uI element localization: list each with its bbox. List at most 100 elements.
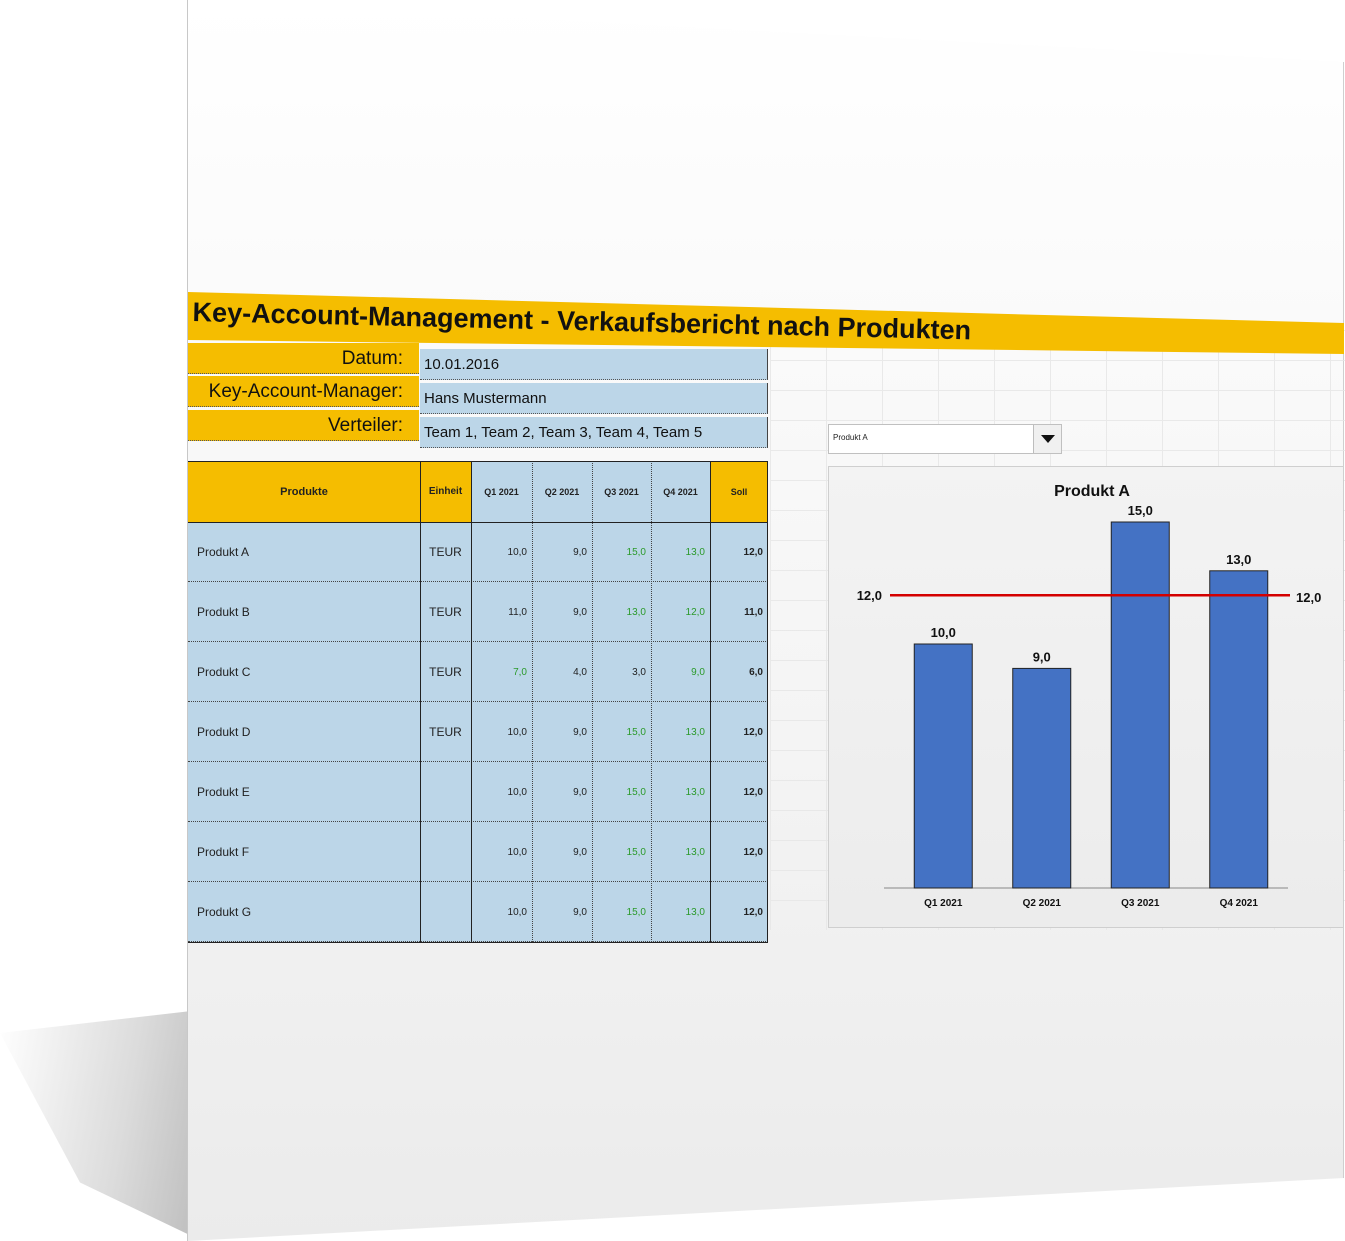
- table-cell-q2[interactable]: 9,0: [532, 582, 592, 642]
- table-cell-q3[interactable]: 13,0: [592, 582, 651, 642]
- table-cell-q1[interactable]: 10,0: [471, 702, 532, 762]
- product-name: Produkt C: [188, 642, 420, 702]
- chart-title: Produkt A: [1054, 483, 1130, 500]
- column-divider: [420, 461, 421, 942]
- table-cell-q3[interactable]: 15,0: [592, 522, 651, 582]
- manager-label: Key-Account-Manager:: [188, 376, 419, 407]
- chevron-down-icon: [1040, 435, 1055, 443]
- table-cell-q4[interactable]: 13,0: [651, 702, 710, 762]
- x-tick-label: Q1 2021: [924, 898, 963, 909]
- page-shadow: [0, 1010, 200, 1240]
- verteiler-label: Verteiler:: [188, 410, 419, 441]
- column-header-unit: Einheit: [420, 461, 471, 522]
- x-tick-label: Q3 2021: [1121, 898, 1160, 909]
- table-cell-q4[interactable]: 13,0: [651, 762, 710, 822]
- table-cell-q4[interactable]: 13,0: [651, 882, 710, 942]
- product-name: Produkt A: [188, 522, 420, 582]
- column-divider: [710, 461, 711, 942]
- bar-4: [1209, 570, 1269, 889]
- table-cell-soll[interactable]: 12,0: [710, 822, 768, 882]
- row-divider: [188, 941, 768, 942]
- row-divider: [188, 881, 768, 882]
- product-select-value: Produkt A: [833, 433, 868, 442]
- table-cell-soll[interactable]: 12,0: [710, 882, 768, 942]
- table-cell-soll[interactable]: 11,0: [710, 582, 768, 642]
- table-cell-q4[interactable]: 9,0: [651, 642, 710, 702]
- product-select[interactable]: Produkt A: [828, 424, 1062, 454]
- page-edge-left: [187, 0, 188, 1241]
- column-header-q2: Q2 2021: [532, 461, 592, 522]
- table-cell-q1[interactable]: 10,0: [471, 822, 532, 882]
- sales-chart: Produkt A 10,0 Q1 2021 9,0 Q2 2021 15,0 Q3 202…: [857, 483, 1322, 909]
- bar-value-label: 15,0: [1128, 503, 1153, 518]
- table-cell-q4[interactable]: 12,0: [651, 582, 710, 642]
- table-cell-q4[interactable]: 13,0: [651, 522, 710, 582]
- column-divider: [592, 461, 593, 942]
- table-cell-unit: TEUR: [420, 702, 471, 762]
- dropdown-button[interactable]: [1033, 425, 1061, 453]
- column-header-q1: Q1 2021: [471, 461, 532, 522]
- row-divider: [188, 581, 768, 582]
- column-header-q3: Q3 2021: [592, 461, 651, 522]
- column-divider: [471, 461, 472, 942]
- table-cell-q2[interactable]: 9,0: [532, 762, 592, 822]
- bar-3: [1110, 521, 1170, 889]
- table-cell-unit: TEUR: [420, 582, 471, 642]
- table-cell-q2[interactable]: 9,0: [532, 522, 592, 582]
- table-cell-q3[interactable]: 15,0: [592, 822, 651, 882]
- product-name: Produkt F: [188, 822, 420, 882]
- column-divider: [767, 461, 768, 942]
- x-tick-label: Q2 2021: [1023, 898, 1062, 909]
- table-cell-q1[interactable]: 10,0: [471, 522, 532, 582]
- table-cell-q1[interactable]: 7,0: [471, 642, 532, 702]
- bar-value-label: 9,0: [1033, 649, 1051, 664]
- column-header-q4: Q4 2021: [651, 461, 710, 522]
- table-cell-q2[interactable]: 9,0: [532, 822, 592, 882]
- column-header-soll: Soll: [710, 461, 768, 522]
- table-cell-soll[interactable]: 6,0: [710, 642, 768, 702]
- table-cell-q3[interactable]: 15,0: [592, 702, 651, 762]
- table-cell-q1[interactable]: 10,0: [471, 882, 532, 942]
- table-cell-q2[interactable]: 9,0: [532, 702, 592, 762]
- table-cell-soll[interactable]: 12,0: [710, 762, 768, 822]
- table-cell-q3[interactable]: 15,0: [592, 762, 651, 822]
- table-cell-unit: [420, 762, 471, 822]
- column-divider: [651, 461, 652, 942]
- table-cell-q4[interactable]: 13,0: [651, 822, 710, 882]
- column-divider: [532, 461, 533, 942]
- row-divider: [188, 641, 768, 642]
- row-divider: [188, 761, 768, 762]
- bar-2: [1012, 667, 1072, 889]
- table-cell-q2[interactable]: 4,0: [532, 642, 592, 702]
- target-label-right: 12,0: [1296, 590, 1321, 605]
- table-cell-unit: [420, 882, 471, 942]
- datum-label: Datum:: [188, 343, 419, 374]
- table-cell-soll[interactable]: 12,0: [710, 702, 768, 762]
- bar-value-label: 13,0: [1226, 552, 1251, 567]
- table-cell-soll[interactable]: 12,0: [710, 522, 768, 582]
- table-bottom-border: [188, 942, 768, 943]
- product-name: Produkt D: [188, 702, 420, 762]
- verteiler-field[interactable]: Team 1, Team 2, Team 3, Team 4, Team 5: [420, 417, 768, 448]
- table-cell-unit: TEUR: [420, 642, 471, 702]
- column-header-name: Produkte: [188, 461, 420, 522]
- table-cell-unit: [420, 822, 471, 882]
- table-cell-q1[interactable]: 10,0: [471, 762, 532, 822]
- header-bottom-border: [188, 522, 768, 523]
- bar-value-label: 10,0: [931, 625, 956, 640]
- product-name: Produkt E: [188, 762, 420, 822]
- row-divider: [188, 701, 768, 702]
- datum-field[interactable]: 10.01.2016: [420, 349, 768, 380]
- manager-field[interactable]: Hans Mustermann: [420, 383, 768, 414]
- row-divider: [188, 821, 768, 822]
- table-cell-q2[interactable]: 9,0: [532, 882, 592, 942]
- table-cell-unit: TEUR: [420, 522, 471, 582]
- table-cell-q3[interactable]: 3,0: [592, 642, 651, 702]
- table-top-border: [188, 461, 768, 462]
- bar-1: [913, 643, 973, 889]
- target-label-left: 12,0: [857, 588, 882, 603]
- x-tick-label: Q4 2021: [1220, 898, 1259, 909]
- product-name: Produkt G: [188, 882, 420, 942]
- table-cell-q3[interactable]: 15,0: [592, 882, 651, 942]
- table-cell-q1[interactable]: 11,0: [471, 582, 532, 642]
